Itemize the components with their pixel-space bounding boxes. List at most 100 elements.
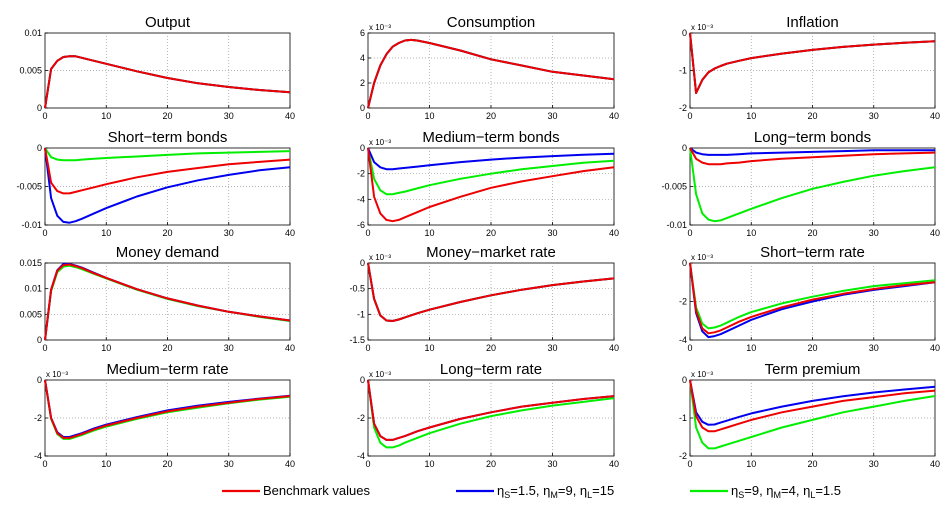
x-tick-label: 10 xyxy=(424,228,434,238)
axis-multiplier: x 10⁻³ xyxy=(691,370,713,379)
panel-title: Inflation xyxy=(786,14,839,31)
y-tick-label: 0 xyxy=(37,335,42,345)
panel-title: Money demand xyxy=(116,244,219,261)
x-tick-label: 40 xyxy=(930,459,940,469)
y-tick-label: -2 xyxy=(679,297,687,307)
x-tick-label: 10 xyxy=(746,228,756,238)
x-tick-label: 10 xyxy=(101,459,111,469)
y-tick-label: 0 xyxy=(682,28,687,38)
x-tick-label: 40 xyxy=(609,459,619,469)
x-tick-label: 10 xyxy=(101,228,111,238)
series-line-benchmark xyxy=(44,379,291,439)
panel-medium-term-bonds: 0 10 20 30 40 -6 -4 -2 0 x 10⁻³ Medium−term bonds xyxy=(357,129,619,238)
series-line-benchmark xyxy=(367,379,615,441)
x-tick-label: 40 xyxy=(285,228,295,238)
y-tick-label: 0 xyxy=(360,375,365,385)
panel-short-term-bonds: 0 10 20 30 40 -0.01 -0.005 0 Short−term bonds xyxy=(16,129,295,238)
panel-title: Long−term rate xyxy=(440,361,542,378)
y-tick-label: 0 xyxy=(37,143,42,153)
series-line-highvar xyxy=(689,147,935,156)
x-tick-label: 30 xyxy=(869,111,879,121)
x-tick-label: 20 xyxy=(162,111,172,121)
legend-label: ηS=1.5, ηM=9, ηL=15 xyxy=(497,483,614,500)
x-tick-label: 30 xyxy=(547,459,557,469)
x-tick-label: 0 xyxy=(42,111,47,121)
panel-short-term-rate: 0 10 20 30 40 -4 -2 0 x 10⁻³ Short−term rate xyxy=(679,244,940,353)
axis-multiplier: x 10⁻³ xyxy=(369,370,391,379)
series-line-highvar xyxy=(689,379,936,426)
x-tick-label: 20 xyxy=(807,111,817,121)
x-tick-label: 30 xyxy=(547,343,557,353)
x-tick-label: 10 xyxy=(101,343,111,353)
x-tick-label: 30 xyxy=(224,343,234,353)
series-line-benchmark xyxy=(689,32,936,94)
x-tick-label: 10 xyxy=(424,459,434,469)
x-tick-label: 40 xyxy=(930,228,940,238)
y-tick-label: 0.005 xyxy=(19,66,42,76)
x-tick-label: 40 xyxy=(930,111,940,121)
series-line-benchmark xyxy=(367,38,615,109)
series-line-highvar xyxy=(367,147,615,171)
panel-title: Short−term bonds xyxy=(108,129,228,146)
y-tick-label: -1.5 xyxy=(349,335,365,345)
y-tick-label: 0 xyxy=(37,103,42,113)
panel-money-demand: 0 10 20 30 40 0 0.005 0.01 0.015 Money demand xyxy=(19,244,295,353)
panel-long-term-rate: 0 10 20 30 40 -4 -2 0 x 10⁻³ Long−term rate xyxy=(357,361,619,469)
y-tick-label: -0.005 xyxy=(661,182,687,192)
series-line-lowvar xyxy=(367,147,615,196)
series-line-benchmark xyxy=(689,147,936,166)
panel-title: Money−market rate xyxy=(426,244,556,261)
axis-multiplier: x 10⁻³ xyxy=(369,138,391,147)
y-tick-label: -0.01 xyxy=(666,220,687,230)
series-line-lowvar xyxy=(689,262,936,330)
legend: Benchmark values ηS=1.5, ηM=9, ηL=15 ηS=9,… xyxy=(222,483,841,500)
panel-long-term-bonds: 0 10 20 30 40 -0.01 -0.005 0 Long−term bonds xyxy=(661,129,940,238)
x-tick-label: 0 xyxy=(687,111,692,121)
x-tick-label: 0 xyxy=(365,228,370,238)
y-tick-label: 0 xyxy=(360,143,365,153)
x-tick-label: 10 xyxy=(424,111,434,121)
panel-output: 0 10 20 30 40 0 0.005 0.01 Output xyxy=(19,14,295,121)
x-tick-label: 20 xyxy=(486,459,496,469)
y-tick-label: -0.01 xyxy=(21,220,42,230)
series-line-highvar xyxy=(44,147,291,224)
y-tick-label: 0 xyxy=(682,258,687,268)
y-tick-label: -2 xyxy=(357,169,365,179)
x-tick-label: 10 xyxy=(101,111,111,121)
y-tick-label: 0 xyxy=(360,103,365,113)
x-tick-label: 20 xyxy=(162,228,172,238)
x-tick-label: 30 xyxy=(869,343,879,353)
x-tick-label: 0 xyxy=(42,228,47,238)
y-tick-label: -2 xyxy=(679,103,687,113)
x-tick-label: 10 xyxy=(424,343,434,353)
x-tick-label: 40 xyxy=(609,111,619,121)
x-tick-label: 30 xyxy=(547,111,557,121)
x-tick-label: 10 xyxy=(746,459,756,469)
y-tick-label: -4 xyxy=(357,451,365,461)
y-tick-label: 2 xyxy=(360,78,365,88)
panel-inflation: 0 10 20 30 40 -2 -1 0 x 10⁻³ Inflation xyxy=(679,14,940,121)
y-tick-label: -2 xyxy=(357,413,365,423)
panel-medium-term-rate: 0 10 20 30 40 -4 -2 0 x 10⁻³ Medium−term rate xyxy=(34,361,295,469)
panel-title: Output xyxy=(145,14,191,31)
x-tick-label: 30 xyxy=(224,228,234,238)
axis-multiplier: x 10⁻³ xyxy=(369,253,391,262)
panel-grid: 0 10 20 30 40 0 0.005 0.01 Output 0 10 20 30 40 0 2 4 6 x … xyxy=(16,14,940,469)
plot-area xyxy=(367,262,615,341)
x-tick-label: 20 xyxy=(486,111,496,121)
y-tick-label: -0.5 xyxy=(349,284,365,294)
x-tick-label: 0 xyxy=(687,343,692,353)
x-tick-label: 0 xyxy=(42,459,47,469)
y-tick-label: -2 xyxy=(34,413,42,423)
y-tick-label: -2 xyxy=(679,451,687,461)
axis-multiplier: x 10⁻³ xyxy=(46,370,68,379)
panel-title: Long−term bonds xyxy=(754,129,871,146)
x-tick-label: 20 xyxy=(486,228,496,238)
y-tick-label: 0 xyxy=(682,143,687,153)
panel-money-market-rate: 0 10 20 30 40 -1.5 -1 -0.5 0 x 10⁻³ Money−market r… xyxy=(349,244,619,353)
legend-label: Benchmark values xyxy=(263,483,370,498)
y-tick-label: -4 xyxy=(357,194,365,204)
y-tick-label: 0 xyxy=(37,375,42,385)
y-tick-label: 4 xyxy=(360,53,365,63)
